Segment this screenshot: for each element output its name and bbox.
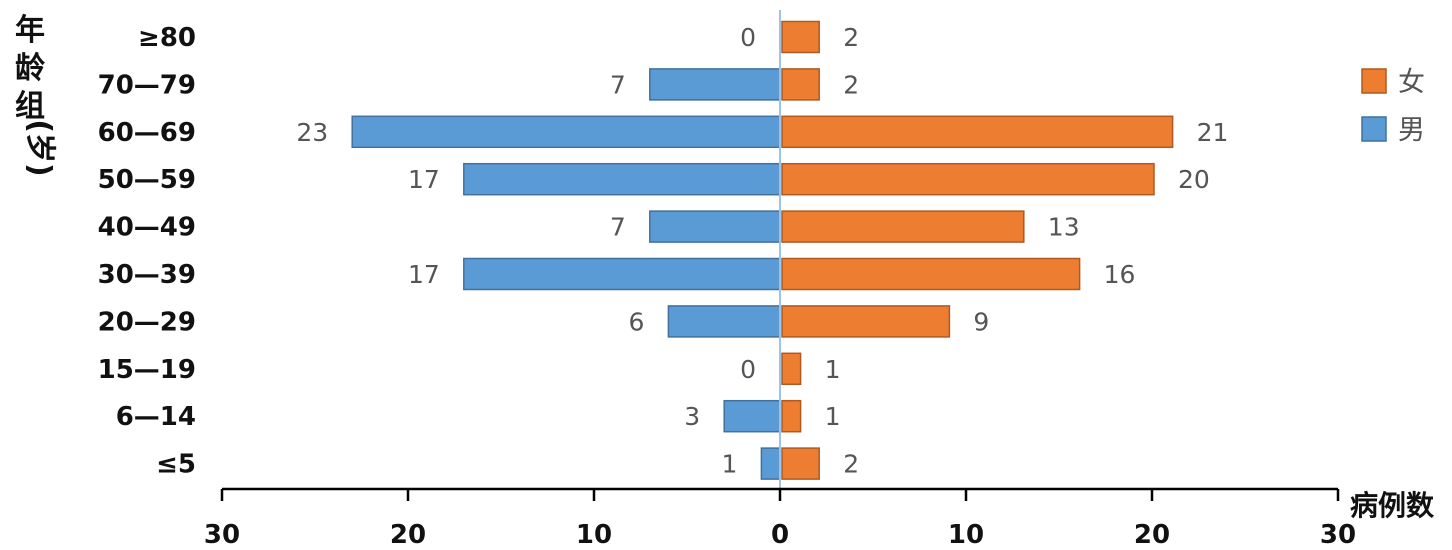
female-bar (781, 115, 1174, 149)
legend-label: 男 (1398, 115, 1425, 146)
male-data-label: 0 (740, 355, 756, 384)
x-tick-label: 10 (948, 520, 984, 550)
category-label: 50—59 (98, 165, 196, 195)
category-label: 70—79 (98, 70, 196, 100)
category-label: 15—19 (98, 355, 196, 385)
female-data-label: 2 (843, 23, 859, 52)
male-data-label: 23 (296, 118, 328, 147)
male-data-label: 0 (740, 23, 756, 52)
legend-label: 女 (1398, 67, 1425, 98)
female-data-label: 1 (825, 402, 841, 431)
female-data-label: 13 (1048, 213, 1080, 242)
x-axis-title: 病例数 (1350, 489, 1435, 522)
y-axis-title-unit: (岁) (22, 119, 57, 176)
category-label: ≤5 (156, 450, 196, 480)
female-bar (781, 305, 951, 338)
legend-swatch (1361, 68, 1387, 94)
male-bar (723, 399, 781, 433)
male-data-label: 7 (610, 213, 626, 242)
y-axis-title-char: 组 (15, 89, 45, 124)
category-label: 30—39 (98, 260, 196, 290)
female-bar (781, 20, 820, 54)
y-axis-title-char: 年 (15, 13, 45, 48)
male-bar (463, 257, 781, 291)
female-data-label: 1 (825, 355, 841, 384)
female-data-label: 2 (843, 70, 859, 99)
female-bar (781, 68, 820, 101)
female-bar (781, 399, 802, 433)
male-data-label: 1 (721, 450, 737, 479)
category-label: 20—29 (98, 307, 196, 337)
x-tick-label: 30 (204, 520, 240, 550)
male-bar (649, 210, 781, 243)
male-data-label: 17 (408, 165, 440, 194)
y-axis-title-char: 龄 (15, 51, 46, 86)
x-tick-label: 10 (576, 520, 612, 550)
category-label: 40—49 (98, 213, 196, 243)
x-tick-label: 0 (771, 520, 789, 550)
male-bar (760, 447, 781, 480)
male-bar (463, 162, 781, 196)
female-bar (781, 210, 1025, 243)
x-tick-label: 20 (1134, 520, 1170, 550)
male-bar (667, 305, 781, 338)
x-tick-label: 30 (1320, 520, 1356, 550)
female-data-label: 16 (1104, 260, 1136, 289)
female-bar (781, 352, 802, 386)
male-data-label: 3 (684, 402, 700, 431)
female-data-label: 20 (1178, 165, 1210, 194)
female-bar (781, 257, 1081, 291)
category-label: 6—14 (116, 402, 196, 432)
category-label: 60—69 (98, 118, 196, 148)
male-data-label: 17 (408, 260, 440, 289)
x-tick-label: 20 (390, 520, 426, 550)
legend-swatch (1361, 116, 1387, 142)
male-data-label: 6 (628, 307, 644, 336)
male-data-label: 7 (610, 70, 626, 99)
female-bar (781, 447, 820, 480)
male-bar (351, 115, 781, 149)
female-data-label: 21 (1197, 118, 1229, 147)
female-bar (781, 162, 1155, 196)
category-label: ≥80 (138, 23, 196, 53)
male-bar (649, 68, 781, 101)
female-data-label: 9 (973, 307, 989, 336)
female-data-label: 2 (843, 450, 859, 479)
